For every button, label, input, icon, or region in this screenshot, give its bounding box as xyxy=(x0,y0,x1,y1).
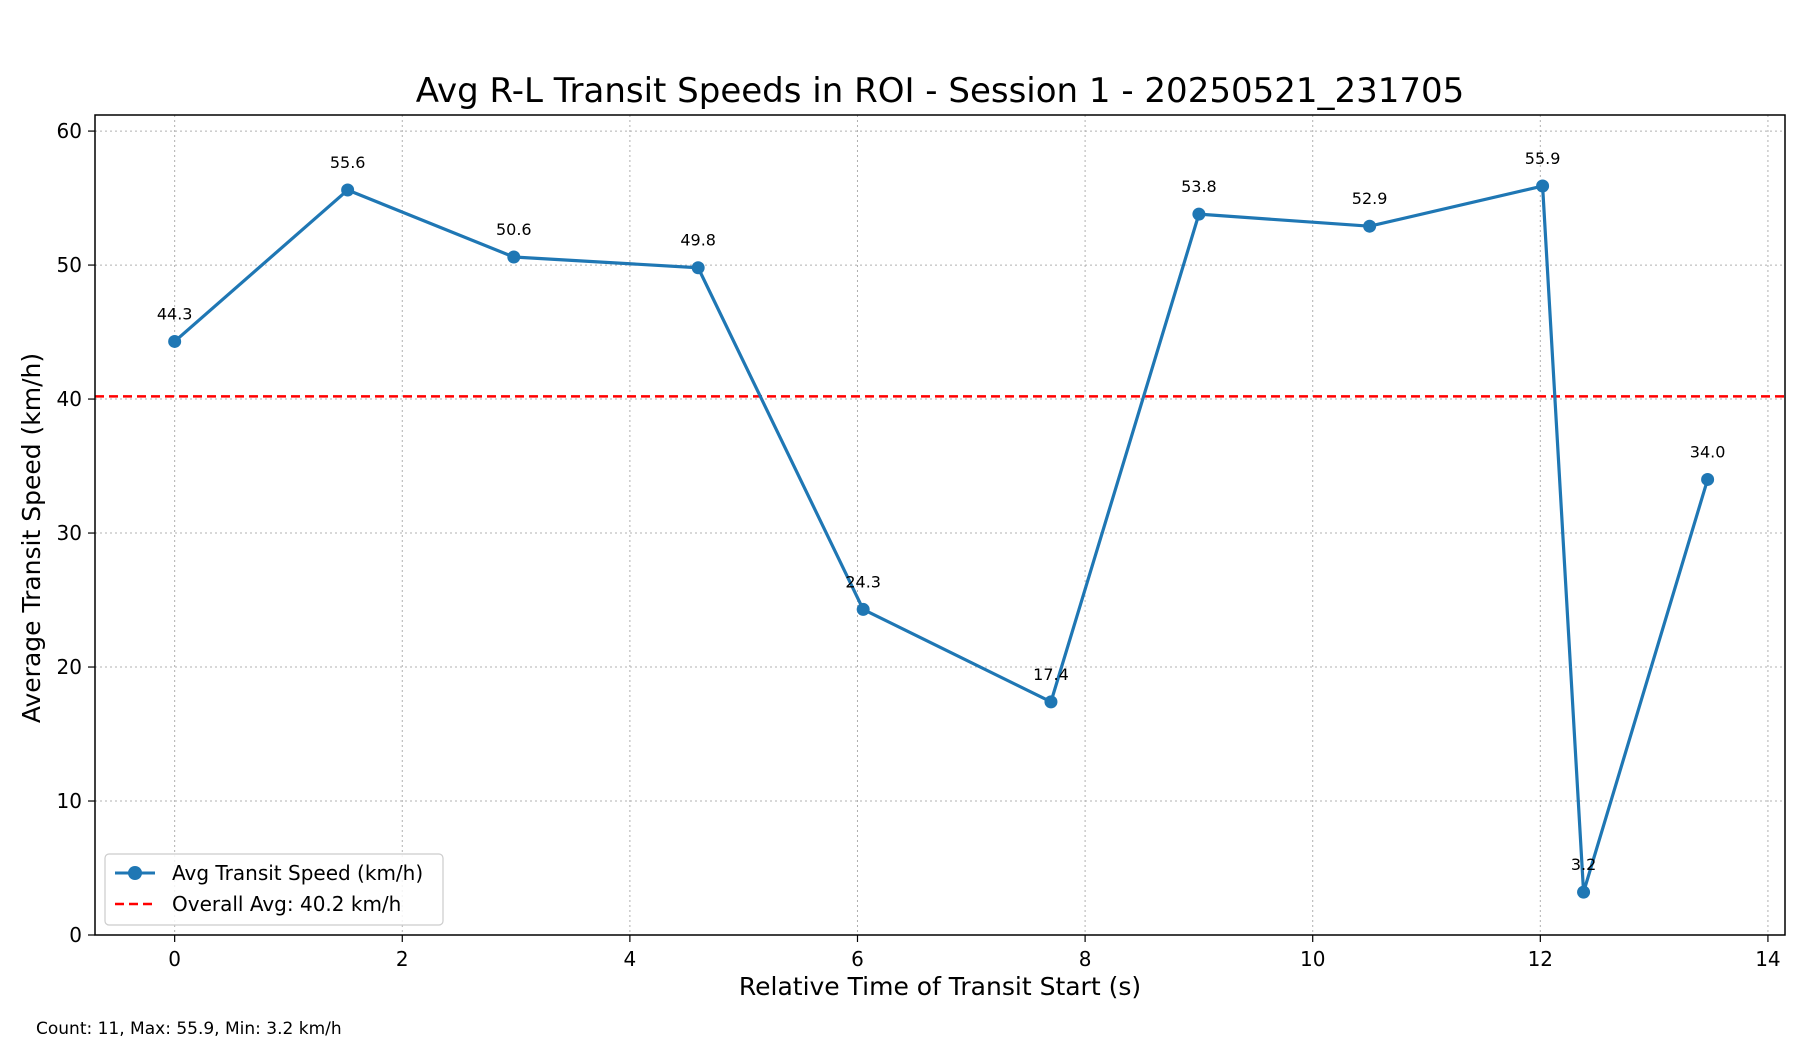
grid-lines xyxy=(95,115,1785,936)
plot-frame xyxy=(94,114,1786,936)
series-line xyxy=(173,184,1710,894)
data-point xyxy=(341,183,355,197)
legend-reference-label: Overall Avg: 40.2 km/h xyxy=(172,892,401,916)
data-label: 53.8 xyxy=(1181,177,1217,196)
data-label: 44.3 xyxy=(157,304,193,323)
x-tick-label: 8 xyxy=(1079,947,1092,971)
data-label-group: 44.3 55.6 50.6 49.8 24.3 17.4 53.8 52.9 55.9 3.2 3… xyxy=(157,149,1726,874)
y-tick-label: 40 xyxy=(57,387,82,411)
data-point xyxy=(691,261,705,275)
data-point xyxy=(507,250,521,264)
x-tick-label: 2 xyxy=(396,947,409,971)
data-point xyxy=(168,334,182,348)
data-label: 52.9 xyxy=(1352,189,1388,208)
chart-title: Avg R-L Transit Speeds in ROI - Session … xyxy=(416,71,1465,111)
x-tick-label: 4 xyxy=(624,947,637,971)
summary-stats: Count: 11, Max: 55.9, Min: 3.2 km/h xyxy=(36,1019,342,1039)
data-label: 34.0 xyxy=(1690,442,1726,461)
legend-box xyxy=(104,853,444,926)
series-group xyxy=(168,179,1715,899)
y-tick-label: 10 xyxy=(57,789,82,813)
y-axis-label: Average Transit Speed (km/h) xyxy=(17,353,46,723)
y-tick-label: 20 xyxy=(57,655,82,679)
data-label: 17.4 xyxy=(1033,665,1069,684)
y-tick-label: 50 xyxy=(57,253,82,277)
data-label: 24.3 xyxy=(845,572,881,591)
axis-ticks: 0 2 4 6 8 10 12 14 0 10 20 30 40 50 60 xyxy=(57,119,1781,971)
x-tick-label: 12 xyxy=(1528,947,1553,971)
data-point xyxy=(856,602,870,616)
y-tick-label: 60 xyxy=(57,119,82,143)
x-tick-label: 0 xyxy=(168,947,181,971)
data-point xyxy=(1701,472,1715,486)
data-point xyxy=(1192,207,1206,221)
data-label: 55.6 xyxy=(330,153,366,172)
y-tick-label: 30 xyxy=(57,521,82,545)
data-point xyxy=(1577,885,1591,899)
x-tick-label: 6 xyxy=(851,947,864,971)
data-label: 50.6 xyxy=(496,220,532,239)
legend-series-label: Avg Transit Speed (km/h) xyxy=(172,861,423,885)
y-tick-label: 0 xyxy=(69,923,82,947)
x-tick-label: 10 xyxy=(1300,947,1325,971)
legend-series-marker xyxy=(128,866,142,880)
data-label: 49.8 xyxy=(680,231,716,250)
data-point xyxy=(1044,695,1058,709)
data-label: 3.2 xyxy=(1571,855,1596,874)
x-tick-label: 14 xyxy=(1755,947,1780,971)
data-point xyxy=(1536,179,1550,193)
legend: Avg Transit Speed (km/h) Overall Avg: 40… xyxy=(104,853,444,926)
x-axis-label: Relative Time of Transit Start (s) xyxy=(739,972,1141,1001)
data-label: 55.9 xyxy=(1525,149,1561,168)
data-point xyxy=(1363,219,1377,233)
